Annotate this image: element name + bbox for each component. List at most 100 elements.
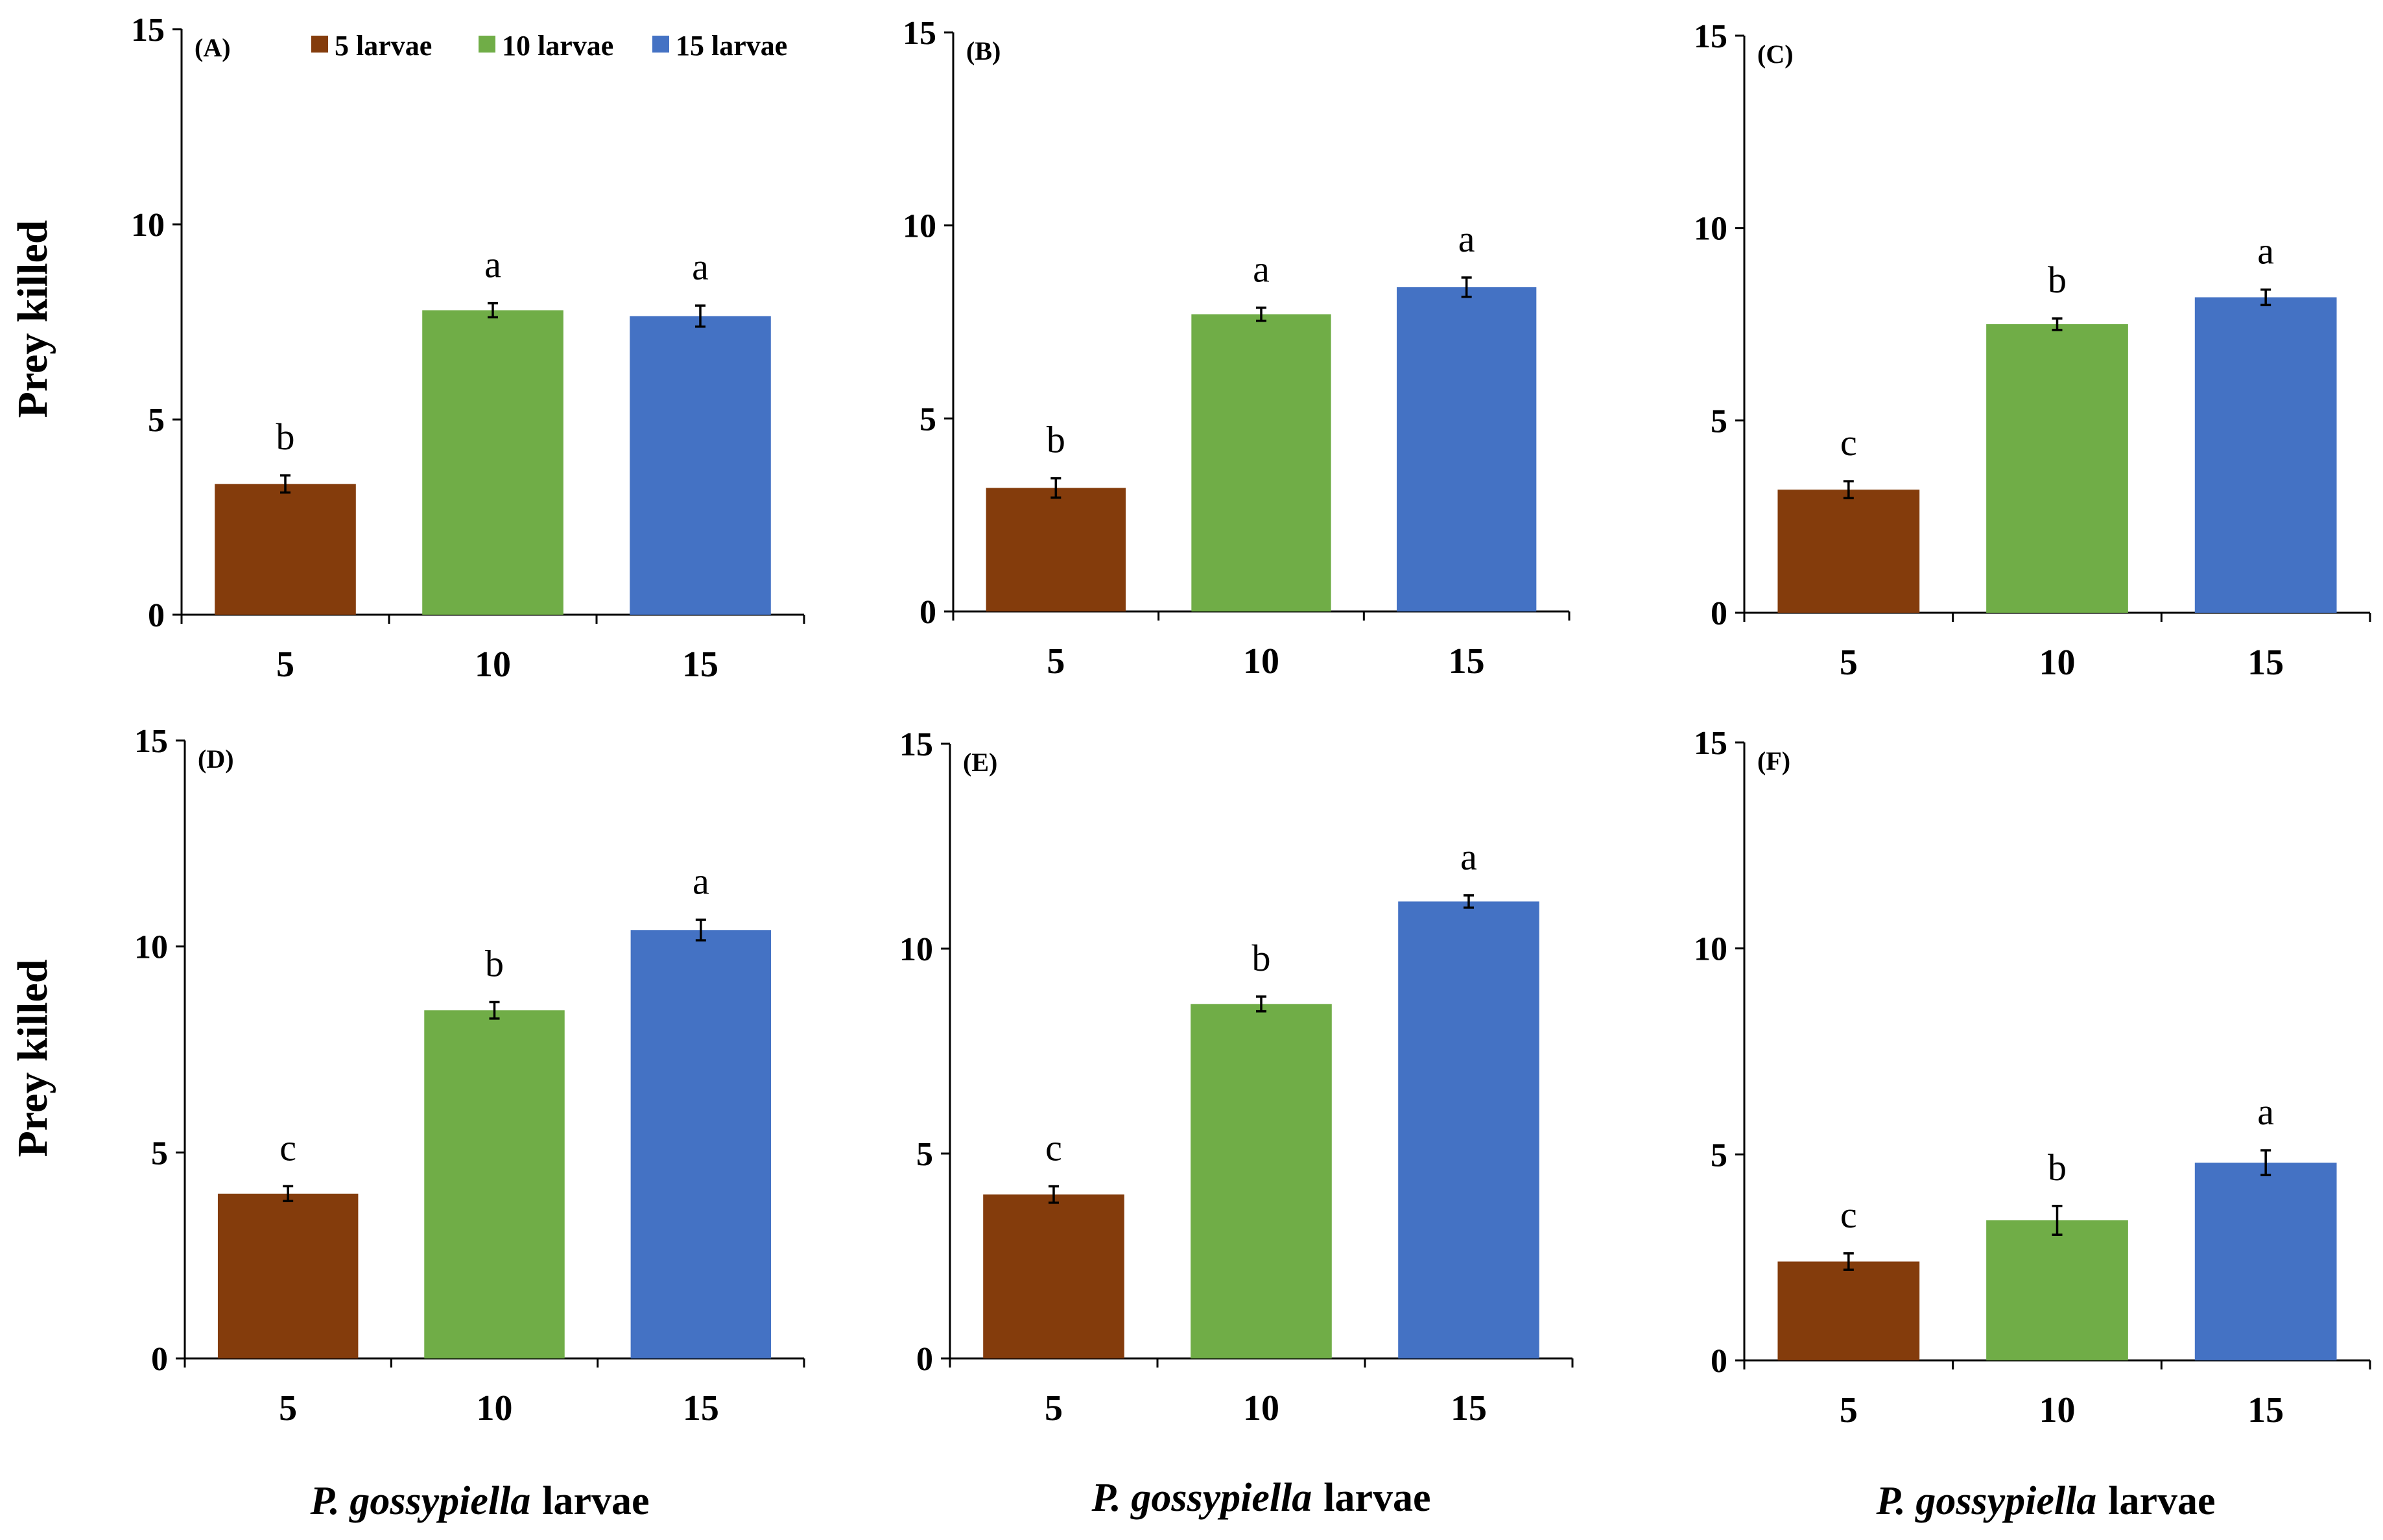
panel-d-label: (D) bbox=[198, 744, 234, 774]
panel-e-y-tick-label: 0 bbox=[916, 1341, 933, 1378]
panel-d-category-label: 10 bbox=[477, 1388, 513, 1428]
legend-swatch-10-larvae bbox=[479, 36, 495, 53]
panel-e-y-tick-label: 10 bbox=[899, 931, 933, 968]
panel-a-significance-letter: b bbox=[276, 416, 295, 458]
panel-e: 0 5 10 15 (E) c 5 b 10 a 15 bbox=[899, 726, 1574, 1428]
panel-b-y-tick-label: 5 bbox=[919, 401, 936, 438]
panel-e-significance-letter: c bbox=[1045, 1127, 1062, 1169]
panel-e-bar-15 bbox=[1398, 901, 1539, 1358]
panel-d-significance-letter: a bbox=[693, 860, 709, 902]
panel-c-category-label: 15 bbox=[2247, 643, 2284, 683]
panel-d: 0 5 10 15 (D) c 5 b 10 a 15 bbox=[134, 723, 805, 1428]
panel-f-bar-10 bbox=[1986, 1220, 2128, 1360]
panel-d-bar-15 bbox=[630, 930, 772, 1358]
panel-b-significance-letter: a bbox=[1253, 248, 1270, 290]
panel-c-y-tick-label: 0 bbox=[1711, 595, 1727, 632]
panel-b-category-label: 10 bbox=[1243, 641, 1279, 681]
panel-d-y-tick-label: 0 bbox=[151, 1341, 168, 1378]
panel-b-y-tick-label: 15 bbox=[903, 15, 936, 52]
panel-a-bar-5 bbox=[215, 484, 356, 615]
panel-b-bar-5 bbox=[986, 488, 1126, 611]
panel-e-category-label: 5 bbox=[1045, 1388, 1063, 1428]
panel-f-y-tick-label: 15 bbox=[1694, 725, 1727, 762]
panel-a-label: (A) bbox=[195, 33, 231, 62]
y-axis-label-top: Prey killed bbox=[9, 220, 56, 418]
panel-e-label: (E) bbox=[963, 748, 997, 777]
panel-f-y-tick-label: 10 bbox=[1694, 931, 1727, 968]
panel-f-significance-letter: b bbox=[2048, 1146, 2067, 1189]
panel-e-y-tick-label: 15 bbox=[899, 726, 933, 763]
legend-label-10-larvae: 10 larvae bbox=[502, 30, 613, 62]
panel-f-significance-letter: c bbox=[1840, 1194, 1857, 1236]
panel-d-y-tick-label: 5 bbox=[151, 1135, 168, 1172]
panel-c-bar-10 bbox=[1986, 324, 2128, 613]
panel-c-significance-letter: c bbox=[1840, 421, 1857, 464]
x-axis-label-suffix: larvae bbox=[1323, 1476, 1430, 1520]
panel-e-significance-letter: b bbox=[1252, 937, 1271, 979]
panel-f-category-label: 5 bbox=[1840, 1390, 1858, 1430]
panel-c-category-label: 5 bbox=[1840, 643, 1858, 683]
panel-f-category-label: 15 bbox=[2247, 1390, 2284, 1430]
panel-c-y-tick-label: 10 bbox=[1694, 211, 1727, 248]
panel-a-y-tick-label: 10 bbox=[131, 207, 165, 244]
x-axis-label-species: P. gossypiella bbox=[1875, 1479, 2096, 1523]
panel-b-category-label: 5 bbox=[1047, 641, 1065, 681]
panel-c-category-label: 10 bbox=[2039, 643, 2076, 683]
x-axis-label-suffix: larvae bbox=[2108, 1479, 2215, 1523]
panel-d-y-tick-label: 10 bbox=[134, 929, 168, 966]
panel-b-bar-15 bbox=[1397, 287, 1537, 611]
panel-b-bar-10 bbox=[1191, 314, 1331, 611]
x-axis-label-middle: P. gossypiella larvae bbox=[1091, 1476, 1430, 1520]
panel-f-y-tick-label: 0 bbox=[1711, 1343, 1727, 1380]
panel-a-bar-10 bbox=[422, 310, 563, 615]
panel-c-significance-letter: a bbox=[2257, 230, 2274, 272]
panel-b-significance-letter: a bbox=[1458, 218, 1475, 260]
panel-d-category-label: 5 bbox=[279, 1388, 297, 1428]
panel-b-label: (B) bbox=[966, 36, 1001, 65]
legend: 5 larvae 10 larvae 15 larvae bbox=[311, 30, 787, 62]
panel-e-significance-letter: a bbox=[1460, 836, 1477, 878]
panel-d-category-label: 15 bbox=[683, 1388, 719, 1428]
panel-e-bar-5 bbox=[983, 1194, 1124, 1358]
panel-a-category-label: 10 bbox=[475, 645, 511, 685]
x-axis-label-species: P. gossypiella bbox=[1091, 1476, 1312, 1520]
legend-label-5-larvae: 5 larvae bbox=[335, 30, 432, 62]
panel-e-category-label: 10 bbox=[1243, 1388, 1279, 1428]
x-axis-label-species: P. gossypiella bbox=[309, 1479, 530, 1523]
panel-c: 0 5 10 15 (C) c 5 b 10 a 15 bbox=[1694, 18, 2371, 683]
panel-f-significance-letter: a bbox=[2257, 1091, 2274, 1133]
panel-c-y-tick-label: 5 bbox=[1711, 403, 1727, 440]
panel-e-y-tick-label: 5 bbox=[916, 1136, 933, 1173]
legend-label-15-larvae: 15 larvae bbox=[676, 30, 787, 62]
panel-a-y-tick-label: 0 bbox=[148, 597, 165, 634]
panel-c-bar-5 bbox=[1777, 490, 1920, 613]
panel-b-category-label: 15 bbox=[1449, 641, 1485, 681]
panel-f-label: (F) bbox=[1757, 746, 1790, 776]
panel-a-significance-letter: a bbox=[692, 246, 709, 288]
panel-a-significance-letter: a bbox=[484, 244, 501, 286]
panel-c-label: (C) bbox=[1757, 40, 1794, 69]
panel-d-bar-10 bbox=[424, 1010, 565, 1358]
panel-d-significance-letter: c bbox=[279, 1126, 296, 1168]
panel-c-significance-letter: b bbox=[2048, 259, 2067, 301]
legend-swatch-15-larvae bbox=[652, 36, 669, 53]
panel-f-bar-5 bbox=[1777, 1261, 1920, 1360]
panel-f: 0 5 10 15 (F) c 5 b 10 a 15 bbox=[1694, 725, 2371, 1430]
panel-e-bar-10 bbox=[1191, 1004, 1332, 1358]
panel-a-bar-15 bbox=[630, 316, 771, 615]
panel-a: 0 5 10 15 (A) b 5 a 10 a 15 bbox=[131, 12, 805, 685]
panel-b-y-tick-label: 10 bbox=[903, 208, 936, 245]
panel-a-y-tick-label: 15 bbox=[131, 12, 165, 49]
panel-a-category-label: 5 bbox=[276, 645, 294, 685]
panel-f-y-tick-label: 5 bbox=[1711, 1137, 1727, 1174]
panel-c-bar-15 bbox=[2194, 297, 2337, 613]
panel-d-y-tick-label: 15 bbox=[134, 723, 168, 760]
panel-f-bar-15 bbox=[2194, 1163, 2337, 1360]
panel-d-significance-letter: b bbox=[485, 942, 504, 984]
x-axis-label-suffix: larvae bbox=[542, 1479, 649, 1523]
x-axis-label-right: P. gossypiella larvae bbox=[1875, 1479, 2215, 1523]
panel-a-category-label: 15 bbox=[682, 645, 718, 685]
panels-group: 0 5 10 15 (A) b 5 a 10 a 15 0 5 10 15 (B) b 5 a 10 a 15 0 5 10 15… bbox=[131, 12, 2371, 1430]
panel-e-category-label: 15 bbox=[1451, 1388, 1487, 1428]
